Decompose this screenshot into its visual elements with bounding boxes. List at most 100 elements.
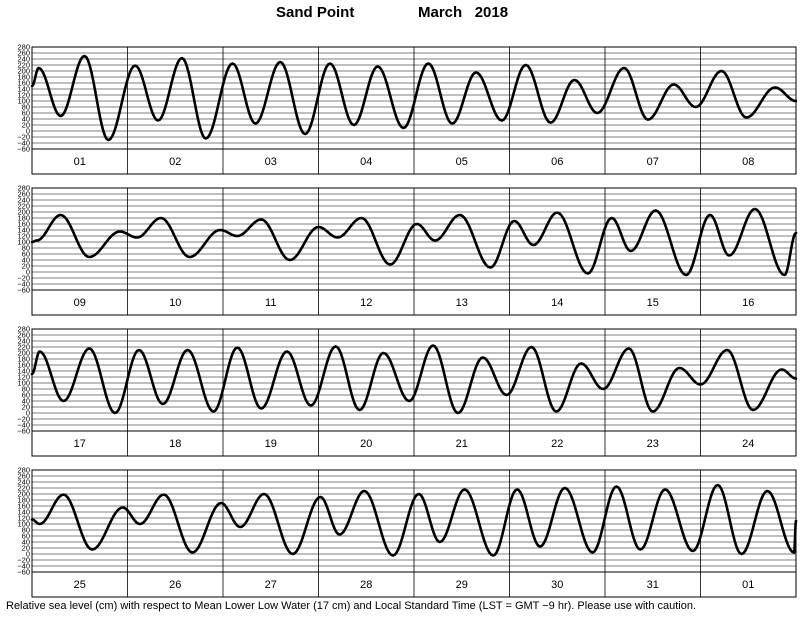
y-tick-label: 40 xyxy=(22,538,30,547)
day-label: 24 xyxy=(742,438,754,450)
y-tick-label: −40 xyxy=(17,562,30,571)
day-label: 21 xyxy=(456,438,468,450)
day-label: 08 xyxy=(742,156,754,168)
y-tick-label: 0 xyxy=(26,268,30,277)
day-label: 31 xyxy=(647,579,659,591)
y-tick-label: 240 xyxy=(17,337,30,346)
y-tick-label: 80 xyxy=(22,526,30,535)
y-tick-label: −20 xyxy=(17,133,30,142)
y-tick-label: 40 xyxy=(22,115,30,124)
y-tick-label: 180 xyxy=(17,73,30,82)
y-tick-label: 180 xyxy=(17,214,30,223)
panel-frame xyxy=(31,46,797,175)
y-tick-label: 140 xyxy=(17,367,30,376)
y-tick-label: 40 xyxy=(22,397,30,406)
day-label: 01 xyxy=(74,156,86,168)
tide-series-line xyxy=(30,344,798,415)
day-label: 02 xyxy=(169,156,181,168)
day-label: 14 xyxy=(551,297,563,309)
y-tick-label: 280 xyxy=(17,184,30,193)
day-label: 25 xyxy=(74,579,86,591)
title-bar: Sand Point March 2018 xyxy=(0,4,800,26)
y-tick-label: 280 xyxy=(17,325,30,334)
y-tick-label: 160 xyxy=(17,79,30,88)
day-label: 06 xyxy=(551,156,563,168)
tide-series-line xyxy=(30,483,798,557)
day-label: 01 xyxy=(742,579,754,591)
y-tick-label: −40 xyxy=(17,421,30,430)
y-tick-label: 240 xyxy=(17,478,30,487)
y-tick-label: 100 xyxy=(17,520,30,529)
y-tick-label: 120 xyxy=(17,514,30,523)
y-tick-label: 260 xyxy=(17,190,30,199)
title-year: 2018 xyxy=(474,4,509,21)
y-tick-label: 120 xyxy=(17,373,30,382)
y-tick-label: 180 xyxy=(17,496,30,505)
y-tick-label: −60 xyxy=(17,427,30,436)
day-label: 16 xyxy=(742,297,754,309)
y-tick-label: 200 xyxy=(17,490,30,499)
y-tick-label: 160 xyxy=(17,502,30,511)
y-tick-label: 200 xyxy=(17,349,30,358)
y-tick-label: 120 xyxy=(17,232,30,241)
day-label: 19 xyxy=(265,438,277,450)
y-tick-label: 120 xyxy=(17,91,30,100)
chart-title-period: March 2018 xyxy=(418,4,508,21)
y-tick-label: −20 xyxy=(17,556,30,565)
panel-frame xyxy=(31,187,797,316)
y-tick-label: −60 xyxy=(17,145,30,154)
tide-series-line xyxy=(30,207,798,277)
y-tick-label: 200 xyxy=(17,67,30,76)
y-tick-label: 280 xyxy=(17,43,30,52)
title-month: March xyxy=(418,4,463,21)
y-tick-label: 0 xyxy=(26,409,30,418)
footnote: Relative sea level (cm) with respect to … xyxy=(6,600,697,612)
y-tick-label: 100 xyxy=(17,238,30,247)
chart-title-station: Sand Point xyxy=(276,4,355,21)
day-label: 04 xyxy=(360,156,372,168)
day-label: 23 xyxy=(647,438,659,450)
y-tick-label: 20 xyxy=(22,403,30,412)
y-tick-label: 0 xyxy=(26,127,30,136)
tide-series-line xyxy=(30,54,798,142)
y-tick-label: 140 xyxy=(17,508,30,517)
y-tick-label: 260 xyxy=(17,472,30,481)
y-tick-label: 40 xyxy=(22,256,30,265)
day-label: 18 xyxy=(169,438,181,450)
y-tick-label: −60 xyxy=(17,568,30,577)
day-label: 27 xyxy=(265,579,277,591)
day-label: 29 xyxy=(456,579,468,591)
y-tick-label: 260 xyxy=(17,331,30,340)
y-tick-label: 280 xyxy=(17,466,30,475)
y-tick-label: 160 xyxy=(17,361,30,370)
y-tick-label: 20 xyxy=(22,262,30,271)
day-label: 11 xyxy=(265,297,276,309)
day-label: 13 xyxy=(456,297,468,309)
y-tick-label: −40 xyxy=(17,139,30,148)
day-label: 28 xyxy=(360,579,372,591)
y-tick-label: 80 xyxy=(22,103,30,112)
day-label: 05 xyxy=(456,156,468,168)
y-tick-label: 160 xyxy=(17,220,30,229)
y-tick-label: 140 xyxy=(17,85,30,94)
day-label: 30 xyxy=(551,579,563,591)
day-label: 10 xyxy=(169,297,181,309)
y-tick-label: 20 xyxy=(22,544,30,553)
y-tick-label: 80 xyxy=(22,244,30,253)
y-tick-label: 60 xyxy=(22,109,30,118)
y-tick-label: −40 xyxy=(17,280,30,289)
y-tick-label: 200 xyxy=(17,208,30,217)
y-tick-label: 100 xyxy=(17,379,30,388)
y-tick-label: −20 xyxy=(17,274,30,283)
y-tick-label: 240 xyxy=(17,196,30,205)
y-tick-label: −60 xyxy=(17,286,30,295)
y-tick-label: 100 xyxy=(17,97,30,106)
y-tick-label: 60 xyxy=(22,532,30,541)
y-tick-label: 220 xyxy=(17,343,30,352)
day-label: 26 xyxy=(169,579,181,591)
day-label: 12 xyxy=(360,297,372,309)
y-tick-label: −20 xyxy=(17,415,30,424)
day-label: 17 xyxy=(74,438,86,450)
day-label: 03 xyxy=(265,156,277,168)
